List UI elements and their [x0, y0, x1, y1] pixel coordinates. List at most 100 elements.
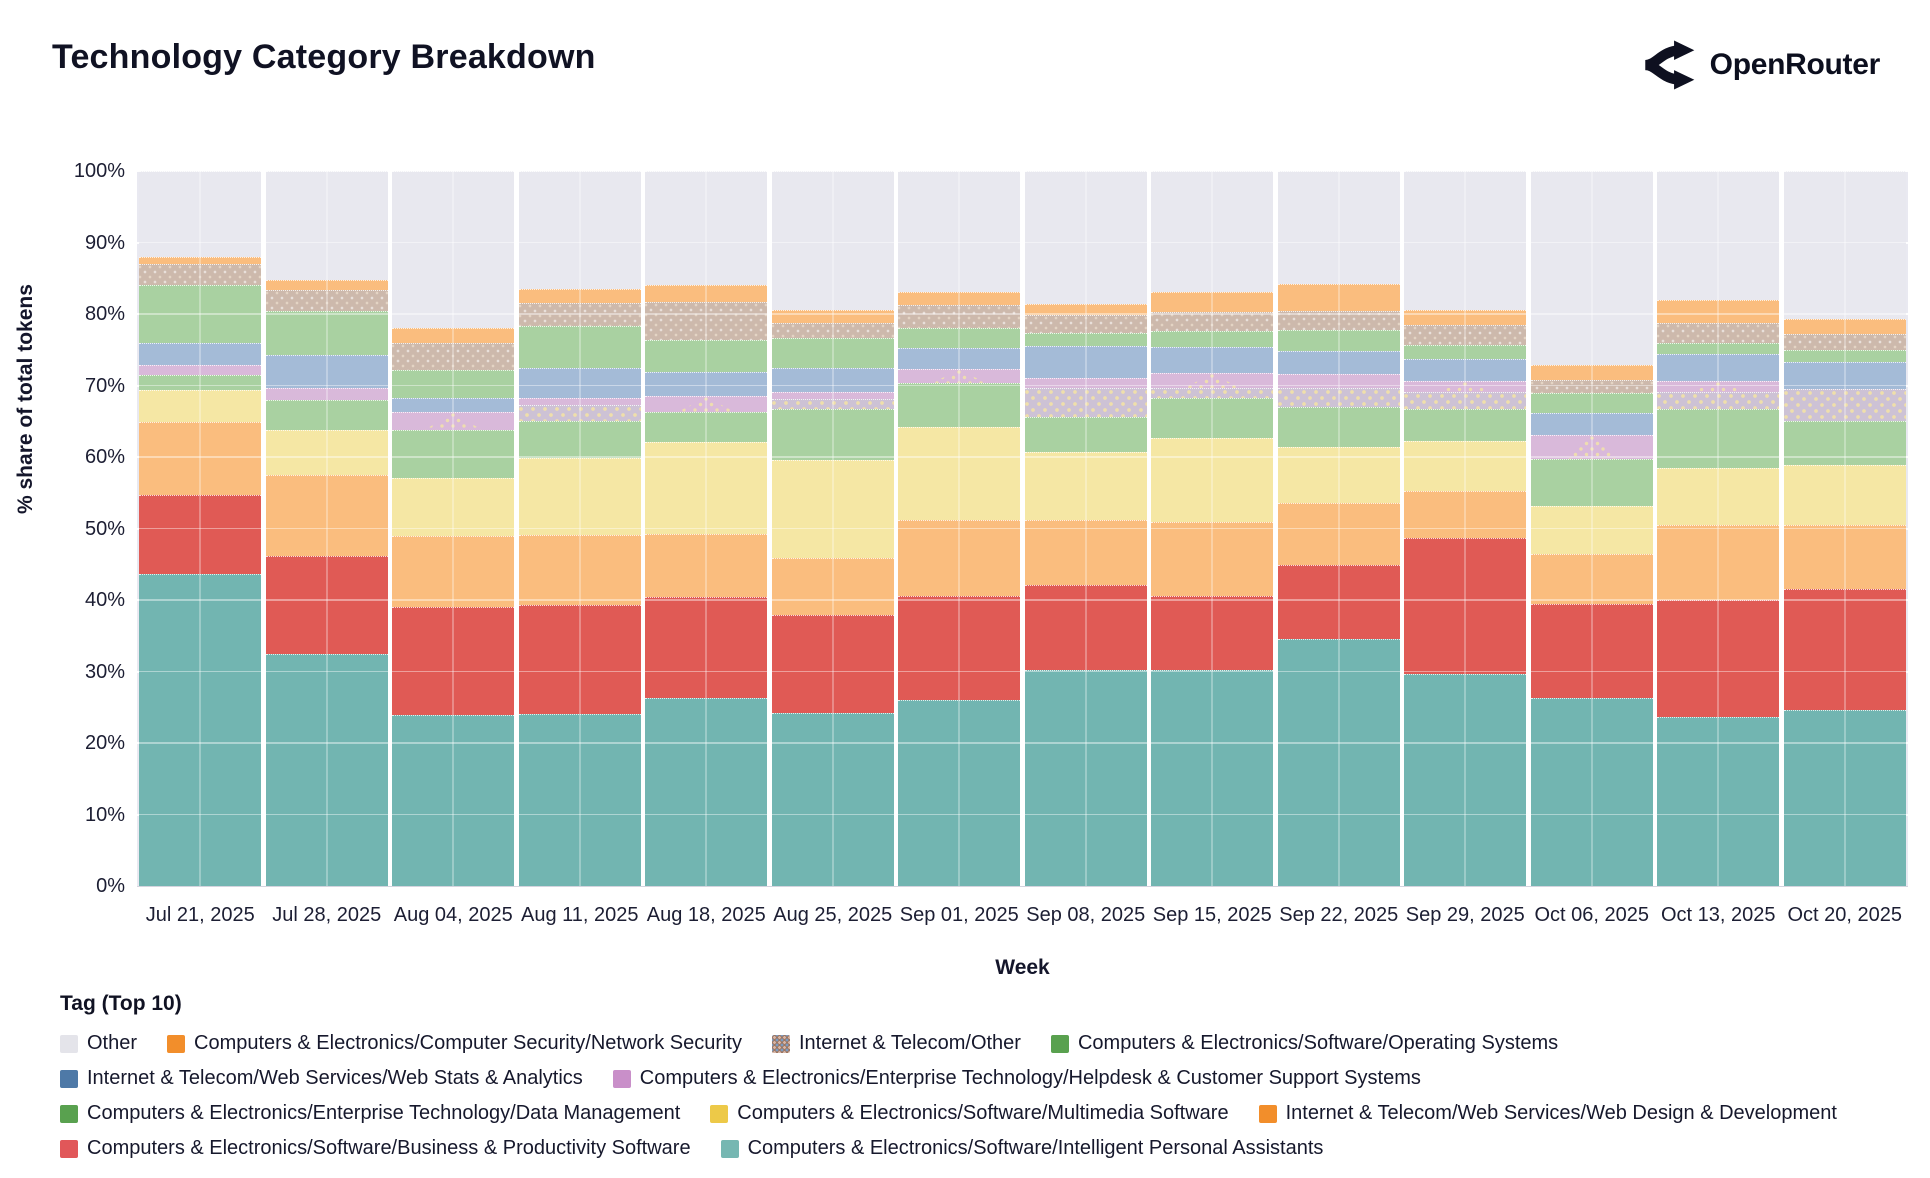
x-tick-label: Sep 15, 2025	[1152, 904, 1272, 926]
bar-segment-bps	[645, 597, 768, 698]
bar-segment-mms	[518, 457, 641, 535]
legend: Tag (Top 10) Other Computers & Electronic…	[60, 992, 1920, 1172]
legend-item-wsa[interactable]: Internet & Telecom/Web Services/Web Stat…	[60, 1067, 583, 1090]
gridline-v-overlay	[1464, 171, 1467, 886]
bar-segment-ns	[1404, 310, 1527, 326]
gridline-v-overlay	[1211, 171, 1214, 886]
bar-segment-ipa	[1783, 710, 1906, 886]
bar-segment-wdd	[265, 474, 388, 556]
bar-column-aug-25-2025	[771, 171, 894, 886]
bar-segment-hcs_dotted	[1277, 388, 1400, 407]
y-tick-label-70: 70%	[84, 374, 125, 397]
bar-segment-mms	[1151, 437, 1274, 523]
bar-segment-ito	[1151, 311, 1274, 332]
bar-segment-wsa	[771, 368, 894, 392]
bar-segment-hcs	[1024, 378, 1147, 388]
bar-segment-other	[1783, 171, 1906, 320]
bar-segment-hcs_dotted	[1657, 391, 1780, 410]
bar-segment-ipa	[645, 697, 768, 886]
bar-segment-ns	[1530, 365, 1653, 380]
bar-segment-ipa	[771, 712, 894, 886]
x-tick-label: Jul 21, 2025	[145, 904, 255, 926]
legend-swatch-bps	[60, 1139, 78, 1158]
legend-row: Internet & Telecom/Web Services/Web Stat…	[60, 1067, 1920, 1090]
x-tick-label: Oct 13, 2025	[1660, 904, 1776, 926]
bar-gap-separator	[1652, 171, 1658, 886]
x-tick-label: Sep 01, 2025	[899, 904, 1019, 926]
legend-swatch-ipa	[720, 1139, 739, 1158]
y-tick-label-100: 100%	[73, 160, 125, 182]
bar-segment-ns	[139, 256, 262, 264]
bar-segment-bps	[1783, 588, 1906, 711]
bar-segment-hcs_dotted	[1783, 389, 1906, 422]
bar-segment-other	[518, 171, 641, 289]
bar-gap-separator	[1399, 171, 1405, 886]
legend-item-ito[interactable]: Internet & Telecom/Other	[772, 1032, 1021, 1055]
legend-row: Other Computers & Electronics/Computer Se…	[60, 1032, 1920, 1055]
bar-segment-bps	[518, 605, 641, 715]
bar-segment-ipa	[1277, 638, 1400, 886]
bar-segment-ipa	[1404, 673, 1527, 886]
bar-segment-mms	[1657, 468, 1780, 525]
bar-segment-dm	[1404, 409, 1527, 441]
bar-segment-wsa	[518, 368, 641, 399]
legend-item-wdd[interactable]: Internet & Telecom/Web Services/Web Desi…	[1258, 1102, 1837, 1125]
bar-segment-wsa	[139, 343, 262, 365]
bar-segment-hcs_dotted	[771, 399, 894, 410]
bar-segment-hcs	[139, 364, 262, 375]
y-tick-label-90: 90%	[84, 231, 125, 254]
legend-item-ipa[interactable]: Computers & Electronics/Software/Intelli…	[720, 1137, 1324, 1160]
bar-segment-ns	[265, 280, 388, 291]
bar-segment-hcs	[1657, 381, 1780, 392]
x-axis-title: Week	[995, 956, 1050, 979]
bar-segment-mms	[771, 459, 894, 558]
legend-item-os[interactable]: Computers & Electronics/Software/Operati…	[1050, 1032, 1559, 1055]
bar-segment-ito	[898, 304, 1021, 328]
bar-segment-wdd	[1024, 519, 1147, 585]
bar-segment-hcs_dotted	[518, 404, 641, 421]
bar-segment-other	[1657, 171, 1780, 300]
bar-segment-bps	[1530, 603, 1653, 698]
legend-item-label: Internet & Telecom/Other	[799, 1032, 1021, 1054]
bar-column-oct-13-2025	[1657, 171, 1780, 886]
bar-segment-dm	[139, 374, 262, 390]
bar-segment-other	[1277, 171, 1400, 284]
x-tick-label: Sep 22, 2025	[1279, 904, 1399, 926]
bar-segment-dm	[1657, 409, 1780, 469]
bar-segment-ipa	[265, 653, 388, 886]
y-tick-label-60: 60%	[84, 446, 125, 468]
plot-area	[137, 170, 1908, 887]
bar-column-jul-28-2025	[265, 171, 388, 886]
bar-segment-ns	[1277, 283, 1400, 312]
legend-item-other[interactable]: Other	[60, 1032, 137, 1055]
hcs-triangle-pattern	[1689, 382, 1747, 392]
bar-segment-hcs	[645, 396, 768, 412]
legend-item-label: Computers & Electronics/Software/Intelli…	[747, 1137, 1324, 1159]
x-tick-label: Aug 04, 2025	[393, 904, 513, 926]
bar-segment-bps	[1151, 596, 1274, 671]
legend-item-hcs[interactable]: Computers & Electronics/Enterprise Techn…	[612, 1067, 1421, 1090]
bar-segment-other	[392, 171, 515, 329]
bar-segment-ito	[392, 342, 515, 370]
bar-segment-dm	[645, 411, 768, 442]
legend-item-label: Internet & Telecom/Web Services/Web Stat…	[87, 1067, 583, 1089]
bar-column-sep-01-2025	[898, 171, 1021, 886]
bar-gap-separator	[514, 171, 519, 886]
bar-segment-wsa	[1404, 359, 1527, 382]
bar-segment-dm	[518, 420, 641, 458]
legend-item-ns[interactable]: Computers & Electronics/Computer Securit…	[167, 1032, 742, 1055]
legend-item-label: Computers & Electronics/Software/Operati…	[1077, 1032, 1559, 1054]
legend-item-bps[interactable]: Computers & Electronics/Software/Busines…	[60, 1137, 691, 1160]
bar-segment-ipa	[518, 714, 641, 886]
legend-item-label: Computers & Electronics/Software/Multime…	[737, 1102, 1229, 1124]
hcs-triangle-pattern	[1436, 382, 1494, 392]
legend-item-mms[interactable]: Computers & Electronics/Software/Multime…	[710, 1102, 1229, 1125]
openrouter-brand-text: OpenRouter	[1709, 48, 1881, 81]
legend-item-dm[interactable]: Computers & Electronics/Enterprise Techn…	[60, 1102, 680, 1125]
bar-column-sep-22-2025	[1277, 171, 1400, 886]
bar-segment-wdd	[1151, 522, 1274, 597]
bar-segment-dm	[1151, 398, 1274, 438]
bar-segment-wsa	[1783, 361, 1906, 390]
bar-segment-hcs	[392, 411, 515, 430]
bar-segment-os	[139, 284, 262, 344]
